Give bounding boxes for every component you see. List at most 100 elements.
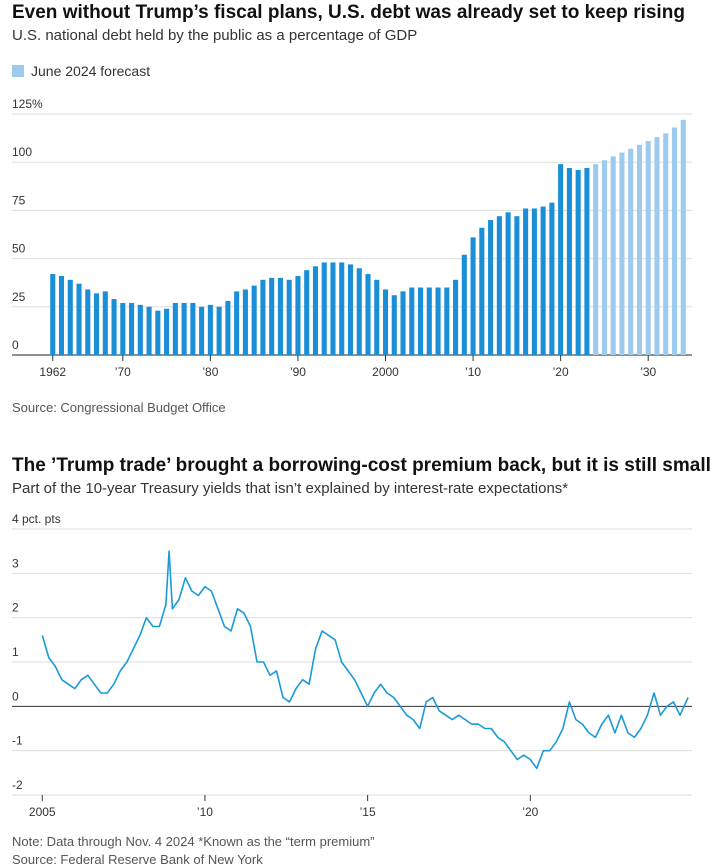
bar xyxy=(391,295,397,355)
bar xyxy=(269,277,275,355)
bar xyxy=(409,287,415,355)
y-tick-label: 4 pct. pts xyxy=(12,512,61,526)
y-tick-label: -2 xyxy=(12,778,23,792)
y-tick-label: 1 xyxy=(12,645,19,659)
bar xyxy=(181,302,187,355)
y-tick-label: 25 xyxy=(12,290,26,304)
bar xyxy=(426,287,432,355)
bar xyxy=(610,156,616,355)
bar xyxy=(172,302,178,355)
bar xyxy=(304,270,310,355)
bar xyxy=(242,289,248,355)
chart-title: Even without Trump’s fiscal plans, U.S. … xyxy=(12,2,685,23)
bar xyxy=(575,169,581,355)
bar xyxy=(76,283,82,355)
bar xyxy=(654,137,660,355)
x-tick-label: 2000 xyxy=(372,365,399,379)
source: Source: Federal Reserve Bank of New York xyxy=(12,852,263,867)
bar xyxy=(102,291,108,355)
y-tick-label: 125% xyxy=(12,97,43,111)
bar xyxy=(251,285,257,355)
x-tick-label: ’10 xyxy=(465,365,481,379)
x-tick-label: ’15 xyxy=(360,805,376,819)
bar xyxy=(207,304,213,355)
x-tick-label: ’80 xyxy=(202,365,218,379)
bar xyxy=(137,304,143,355)
bar xyxy=(400,291,406,355)
bar xyxy=(619,152,625,355)
bar xyxy=(58,275,65,355)
bar xyxy=(418,287,424,355)
bar xyxy=(470,237,476,355)
bar xyxy=(488,220,494,355)
line xyxy=(41,550,689,770)
bar xyxy=(120,302,126,355)
legend-swatch xyxy=(12,65,24,77)
bar xyxy=(111,299,117,355)
y-tick-label: 2 xyxy=(12,601,19,615)
bar xyxy=(339,262,345,355)
bar xyxy=(295,275,301,355)
bar xyxy=(146,306,152,355)
bar xyxy=(155,310,161,355)
bar xyxy=(636,144,642,355)
bar xyxy=(330,262,336,355)
legend-label: June 2024 forecast xyxy=(31,63,150,79)
x-tick-label: ’10 xyxy=(197,805,213,819)
bar xyxy=(199,306,205,355)
x-tick-label: ’20 xyxy=(522,805,538,819)
bar xyxy=(365,274,371,355)
x-tick-label: 1962 xyxy=(39,365,66,379)
bar xyxy=(671,127,678,355)
bar xyxy=(540,206,546,355)
bar xyxy=(347,264,354,355)
bar xyxy=(505,212,511,355)
bar xyxy=(479,227,485,355)
bar xyxy=(321,262,327,355)
y-tick-label: 75 xyxy=(12,193,26,207)
x-tick-label: ’90 xyxy=(290,365,306,379)
x-tick-label: ’30 xyxy=(640,365,656,379)
bar xyxy=(164,308,170,355)
bar xyxy=(50,274,56,355)
bar xyxy=(225,301,231,355)
bar xyxy=(312,266,318,355)
y-tick-label: 100 xyxy=(12,145,32,159)
bar xyxy=(514,216,520,355)
bar xyxy=(549,202,555,355)
bar xyxy=(645,140,651,355)
bar xyxy=(453,279,459,355)
bar xyxy=(663,133,669,355)
bar xyxy=(67,279,73,355)
bar xyxy=(277,277,283,355)
bar xyxy=(444,287,450,355)
x-tick-label: ’20 xyxy=(553,365,569,379)
y-tick-label: 3 xyxy=(12,556,19,570)
bar xyxy=(216,306,222,355)
bar xyxy=(680,119,686,355)
bar xyxy=(129,302,135,355)
bar xyxy=(382,289,389,355)
x-tick-label: 2005 xyxy=(29,805,56,819)
bar xyxy=(584,167,590,355)
source: Source: Congressional Budget Office xyxy=(12,400,226,415)
bar xyxy=(190,302,196,355)
bar xyxy=(601,160,607,355)
bar xyxy=(531,208,537,355)
chart-subtitle: U.S. national debt held by the public as… xyxy=(12,27,417,44)
bar xyxy=(566,167,572,355)
y-tick-label: 50 xyxy=(12,242,26,256)
bar xyxy=(94,293,100,355)
bar xyxy=(628,148,634,355)
bar xyxy=(286,279,292,355)
bar xyxy=(593,164,599,355)
note: Note: Data through Nov. 4 2024 *Known as… xyxy=(12,834,375,849)
bar xyxy=(496,216,502,355)
bar xyxy=(374,279,380,355)
x-tick-label: ’70 xyxy=(115,365,131,379)
bar xyxy=(435,287,441,355)
bar xyxy=(234,291,240,355)
y-tick-label: 0 xyxy=(12,689,19,703)
bar xyxy=(85,289,91,355)
